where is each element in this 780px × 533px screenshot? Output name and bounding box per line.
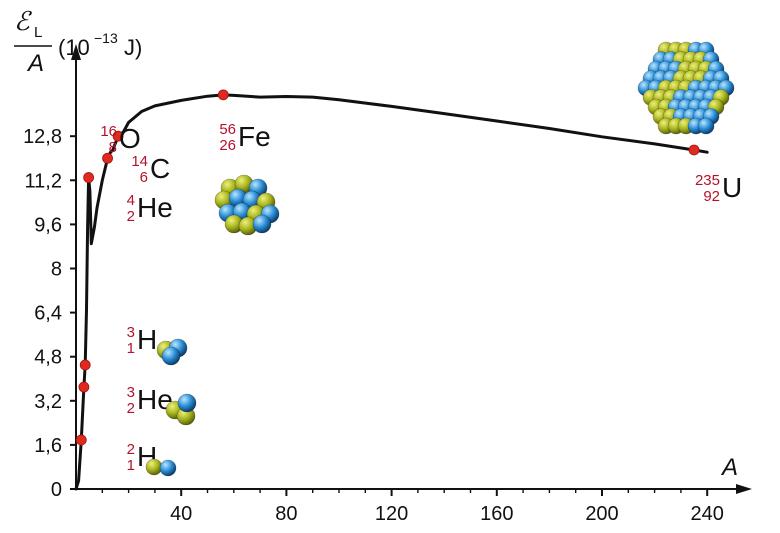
atomic-number: 1	[127, 340, 135, 357]
y-tick-label: 4,8	[34, 347, 62, 369]
nucleus-label-o16: 168 O	[100, 123, 140, 156]
atomic-number: 6	[140, 169, 148, 186]
mass-number: 16	[100, 123, 117, 140]
atomic-number: 1	[127, 457, 135, 474]
y-axis-arrow	[71, 44, 81, 60]
element-symbol: H	[137, 324, 157, 355]
helium3-nucleus-icon	[165, 393, 197, 426]
y-tick-label: 1,6	[34, 435, 62, 457]
iron-nucleus-icon	[214, 174, 280, 236]
element-symbol: C	[150, 153, 170, 184]
mass-number: 3	[127, 384, 135, 401]
neutron-sphere	[252, 214, 272, 234]
y-label-symbol: ℰ	[14, 6, 32, 36]
element-symbol: U	[722, 172, 742, 203]
tritium-nucleus-icon	[156, 338, 188, 366]
y-label-unit-suffix: J)	[124, 35, 142, 60]
data-point-he3	[78, 381, 90, 393]
nucleus-label-he4: 42 He	[127, 192, 173, 225]
neutron-sphere	[177, 393, 197, 413]
mass-number: 235	[695, 172, 720, 189]
x-ticks: 40 80 120 160 200 240	[101, 489, 724, 525]
x-tick-label: 160	[480, 503, 513, 525]
axes	[71, 44, 752, 494]
data-point-he4	[83, 172, 95, 183]
y-tick-label: 9,6	[34, 214, 62, 236]
uranium-nucleus-icon	[637, 41, 735, 135]
x-tick-label: 120	[375, 503, 408, 525]
y-tick-label: 12,8	[23, 126, 62, 148]
y-label-unit-exponent: −13	[94, 30, 118, 46]
y-tick-label: 6,4	[34, 303, 62, 325]
atomic-number: 8	[109, 139, 117, 156]
atomic-number: 26	[219, 137, 236, 154]
atomic-number: 2	[127, 400, 135, 417]
data-point-c14	[102, 152, 113, 164]
x-tick-label: 80	[275, 503, 297, 525]
mass-number: 3	[127, 324, 135, 341]
mass-number: 56	[219, 121, 236, 138]
proton-sphere	[145, 458, 163, 476]
binding-energy-curve	[74, 93, 709, 491]
atomic-number: 92	[703, 188, 720, 205]
data-point-o16	[112, 130, 124, 142]
data-point-h2	[75, 434, 87, 446]
nucleus-label-h3: 31 H	[127, 324, 158, 357]
nucleus-illustrations	[145, 41, 735, 477]
element-symbol: Fe	[238, 121, 271, 152]
y-label-unit-prefix: (10	[58, 35, 90, 60]
neutron-sphere	[697, 117, 715, 135]
y-tick-label: 11,2	[25, 170, 62, 192]
curve-layer	[74, 93, 709, 491]
mass-number: 2	[127, 441, 135, 458]
y-ticks: 0 1,6 3,2 4,8 6,4 8 9,6 11,2 12,8	[23, 126, 76, 501]
atomic-number: 2	[127, 208, 135, 225]
x-tick-label: 40	[170, 503, 192, 525]
mass-number: 14	[131, 153, 148, 170]
x-tick-label: 200	[585, 503, 618, 525]
y-tick-label: 3,2	[34, 391, 62, 413]
y-label-denominator: A	[26, 50, 44, 77]
neutron-sphere	[159, 459, 177, 477]
nucleus-label-he3: 32 He	[127, 384, 173, 417]
y-tick-label: 0	[51, 479, 62, 501]
points-layer	[75, 89, 700, 446]
data-point-fe56	[217, 89, 229, 101]
data-point-h3	[79, 359, 91, 371]
element-symbol: O	[119, 123, 141, 154]
y-axis-label: ℰ L A (10 −13 J)	[14, 6, 142, 77]
element-symbol: He	[137, 192, 173, 223]
neutron-sphere	[161, 346, 181, 366]
y-tick-label: 8	[51, 259, 62, 281]
deuterium-nucleus-icon	[145, 458, 177, 477]
data-point-u235	[688, 144, 700, 156]
mass-number: 4	[127, 192, 135, 209]
x-axis-label: A	[720, 454, 738, 481]
x-axis-arrow	[736, 484, 752, 494]
nucleus-label-c14: 146 C	[131, 153, 170, 186]
y-label-subscript: L	[34, 24, 42, 41]
x-tick-label: 240	[691, 503, 724, 525]
